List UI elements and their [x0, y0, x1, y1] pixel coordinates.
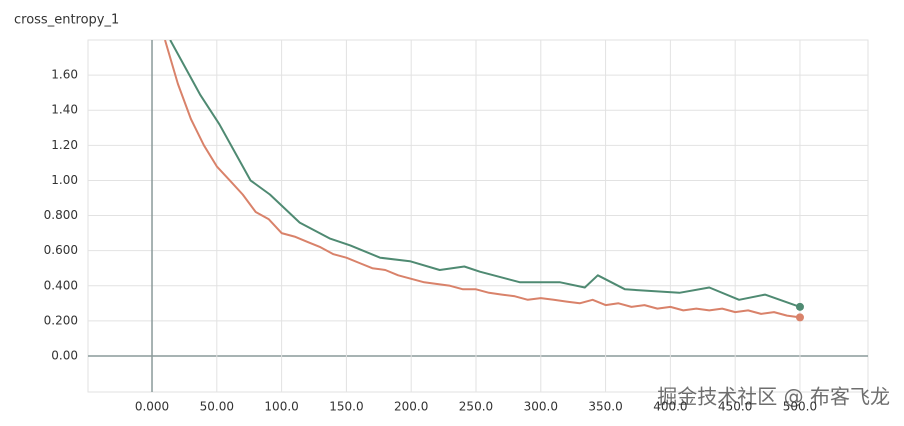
x-tick-label: 50.00 [200, 400, 234, 414]
x-tick-label: 500.0 [783, 400, 817, 414]
x-tick-label: 450.0 [718, 400, 752, 414]
y-tick-label: 0.600 [44, 243, 78, 257]
x-tick-label: 0.000 [135, 400, 169, 414]
end-point [795, 302, 804, 311]
y-tick-label: 0.00 [51, 349, 78, 363]
y-tick-label: 1.20 [51, 138, 78, 152]
x-tick-label: 250.0 [459, 400, 493, 414]
x-tick-label: 100.0 [264, 400, 298, 414]
x-tick-label: 400.0 [653, 400, 687, 414]
watermark: 掘金技术社区 @ 布客飞龙 [657, 385, 890, 409]
series-line [164, 40, 801, 319]
x-tick-label: 350.0 [588, 400, 622, 414]
y-tick-label: 1.00 [51, 173, 78, 187]
y-tick-label: 0.800 [44, 208, 78, 222]
x-tick-label: 300.0 [524, 400, 558, 414]
series-line [169, 40, 801, 308]
grid [87, 39, 869, 393]
x-tick-label: 150.0 [329, 400, 363, 414]
y-tick-label: 1.40 [51, 103, 78, 117]
chart-title: cross_entropy_1 [14, 13, 119, 28]
plot [164, 40, 804, 322]
y-tick-label: 1.60 [51, 68, 78, 82]
end-point [795, 313, 804, 322]
y-tick-label: 0.200 [44, 313, 78, 327]
x-tick-label: 200.0 [394, 400, 428, 414]
y-tick-label: 0.400 [44, 278, 78, 292]
